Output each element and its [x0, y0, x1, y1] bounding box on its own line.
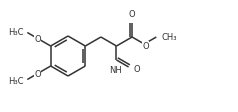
- Text: H₃C: H₃C: [8, 76, 23, 85]
- Text: O: O: [34, 35, 41, 44]
- Text: O: O: [129, 10, 135, 19]
- Text: CH₃: CH₃: [161, 32, 177, 41]
- Text: O: O: [142, 42, 149, 51]
- Text: H₃C: H₃C: [8, 28, 23, 37]
- Text: O: O: [134, 64, 140, 73]
- Text: O: O: [34, 69, 41, 78]
- Text: NH: NH: [109, 65, 122, 74]
